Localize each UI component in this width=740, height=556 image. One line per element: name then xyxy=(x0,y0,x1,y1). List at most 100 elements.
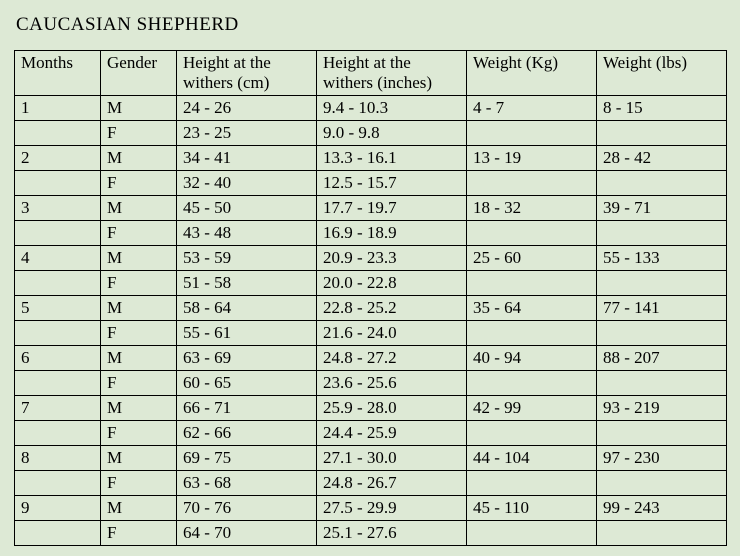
table-row: F23 - 259.0 - 9.8 xyxy=(15,121,727,146)
table-cell xyxy=(467,221,597,246)
table-cell: 25 - 60 xyxy=(467,246,597,271)
table-cell: 9.0 - 9.8 xyxy=(317,121,467,146)
table-cell xyxy=(597,171,727,196)
table-cell: F xyxy=(101,421,177,446)
table-cell: F xyxy=(101,321,177,346)
table-cell: M xyxy=(101,396,177,421)
growth-table: Months Gender Height at the withers (cm)… xyxy=(14,50,727,546)
table-cell xyxy=(467,271,597,296)
table-cell: 34 - 41 xyxy=(177,146,317,171)
table-cell: 12.5 - 15.7 xyxy=(317,171,467,196)
table-cell: 25.1 - 27.6 xyxy=(317,521,467,546)
table-cell xyxy=(597,521,727,546)
table-row: 6M63 - 6924.8 - 27.240 - 9488 - 207 xyxy=(15,346,727,371)
table-cell: F xyxy=(101,121,177,146)
table-cell xyxy=(15,271,101,296)
table-row: F43 - 4816.9 - 18.9 xyxy=(15,221,727,246)
table-cell xyxy=(597,221,727,246)
table-cell xyxy=(597,371,727,396)
table-cell: 63 - 69 xyxy=(177,346,317,371)
col-weight-lbs: Weight (lbs) xyxy=(597,51,727,96)
table-cell xyxy=(467,421,597,446)
table-cell xyxy=(15,521,101,546)
table-row: F64 - 7025.1 - 27.6 xyxy=(15,521,727,546)
table-cell: 77 - 141 xyxy=(597,296,727,321)
table-cell: 35 - 64 xyxy=(467,296,597,321)
table-cell: M xyxy=(101,146,177,171)
table-cell: 7 xyxy=(15,396,101,421)
table-row: 2M34 - 4113.3 - 16.113 - 1928 - 42 xyxy=(15,146,727,171)
table-row: 5M58 - 6422.8 - 25.235 - 6477 - 141 xyxy=(15,296,727,321)
table-cell: M xyxy=(101,296,177,321)
table-cell: M xyxy=(101,196,177,221)
table-cell: 5 xyxy=(15,296,101,321)
table-row: 8M69 - 7527.1 - 30.044 - 10497 - 230 xyxy=(15,446,727,471)
table-row: 7M66 - 7125.9 - 28.042 - 9993 - 219 xyxy=(15,396,727,421)
col-height-cm: Height at the withers (cm) xyxy=(177,51,317,96)
table-cell: M xyxy=(101,96,177,121)
table-header-row: Months Gender Height at the withers (cm)… xyxy=(15,51,727,96)
table-cell: F xyxy=(101,471,177,496)
table-cell: 55 - 133 xyxy=(597,246,727,271)
table-cell xyxy=(15,321,101,346)
table-cell: 32 - 40 xyxy=(177,171,317,196)
table-cell: M xyxy=(101,346,177,371)
table-cell xyxy=(597,421,727,446)
table-cell: M xyxy=(101,496,177,521)
table-cell xyxy=(597,321,727,346)
table-row: F51 - 5820.0 - 22.8 xyxy=(15,271,727,296)
table-cell: 8 - 15 xyxy=(597,96,727,121)
table-cell xyxy=(15,171,101,196)
col-height-in: Height at the withers (inches) xyxy=(317,51,467,96)
table-cell: 2 xyxy=(15,146,101,171)
table-cell xyxy=(467,471,597,496)
table-cell xyxy=(15,221,101,246)
table-cell: 45 - 110 xyxy=(467,496,597,521)
table-cell: 93 - 219 xyxy=(597,396,727,421)
table-cell: 17.7 - 19.7 xyxy=(317,196,467,221)
col-months: Months xyxy=(15,51,101,96)
table-cell: 20.0 - 22.8 xyxy=(317,271,467,296)
table-cell: 27.5 - 29.9 xyxy=(317,496,467,521)
table-cell: 70 - 76 xyxy=(177,496,317,521)
table-row: 9M70 - 7627.5 - 29.945 - 11099 - 243 xyxy=(15,496,727,521)
table-cell: 53 - 59 xyxy=(177,246,317,271)
table-cell xyxy=(467,521,597,546)
table-cell: 40 - 94 xyxy=(467,346,597,371)
table-cell: 66 - 71 xyxy=(177,396,317,421)
table-cell: 9.4 - 10.3 xyxy=(317,96,467,121)
table-cell: 28 - 42 xyxy=(597,146,727,171)
table-cell xyxy=(15,371,101,396)
table-cell: 23 - 25 xyxy=(177,121,317,146)
table-cell: 58 - 64 xyxy=(177,296,317,321)
table-cell: 20.9 - 23.3 xyxy=(317,246,467,271)
table-cell: 55 - 61 xyxy=(177,321,317,346)
table-cell xyxy=(467,121,597,146)
table-cell: 64 - 70 xyxy=(177,521,317,546)
table-cell: 63 - 68 xyxy=(177,471,317,496)
table-cell xyxy=(597,121,727,146)
table-cell: 43 - 48 xyxy=(177,221,317,246)
table-cell: 4 - 7 xyxy=(467,96,597,121)
table-cell xyxy=(467,171,597,196)
table-cell xyxy=(15,121,101,146)
table-cell: 24.8 - 27.2 xyxy=(317,346,467,371)
table-cell xyxy=(15,471,101,496)
table-cell: 13.3 - 16.1 xyxy=(317,146,467,171)
table-row: F62 - 6624.4 - 25.9 xyxy=(15,421,727,446)
table-cell: 88 - 207 xyxy=(597,346,727,371)
table-cell: 99 - 243 xyxy=(597,496,727,521)
table-cell: 22.8 - 25.2 xyxy=(317,296,467,321)
table-cell: 13 - 19 xyxy=(467,146,597,171)
table-cell: 45 - 50 xyxy=(177,196,317,221)
table-cell: 9 xyxy=(15,496,101,521)
table-cell: 97 - 230 xyxy=(597,446,727,471)
table-cell: 69 - 75 xyxy=(177,446,317,471)
table-cell: 3 xyxy=(15,196,101,221)
table-cell: 23.6 - 25.6 xyxy=(317,371,467,396)
table-cell: M xyxy=(101,446,177,471)
table-cell: 25.9 - 28.0 xyxy=(317,396,467,421)
table-row: 4M53 - 5920.9 - 23.325 - 6055 - 133 xyxy=(15,246,727,271)
table-cell: F xyxy=(101,271,177,296)
table-cell: 1 xyxy=(15,96,101,121)
